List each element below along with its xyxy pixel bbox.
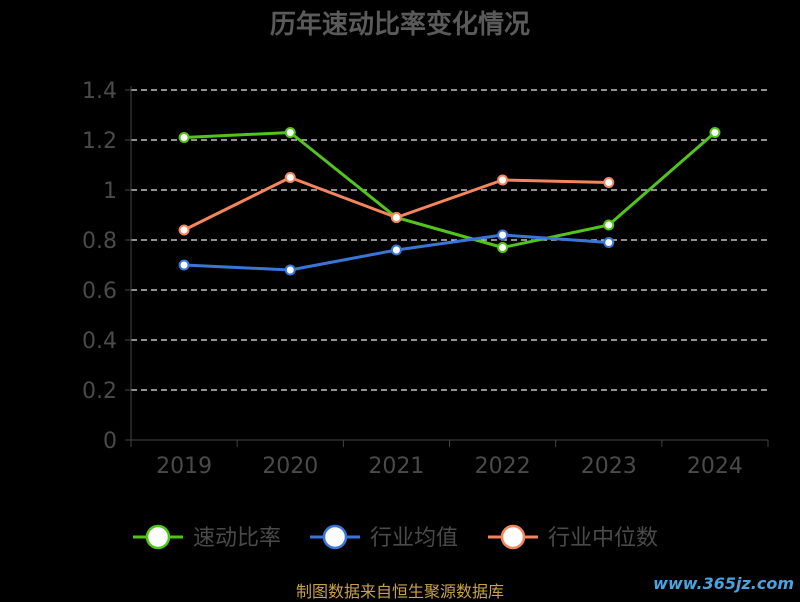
legend-item-1[interactable]: 速动比率 [133, 524, 281, 551]
watermark: www.365jz.com [653, 574, 794, 593]
y-tick-label: 0.4 [82, 329, 117, 354]
y-tick-label: 0 [103, 429, 117, 454]
legend-item-3[interactable]: 行业中位数 [488, 524, 658, 551]
series-1 [178, 127, 721, 253]
x-tick-label: 2021 [368, 454, 424, 479]
data-point[interactable] [178, 259, 190, 271]
data-point[interactable] [709, 127, 721, 138]
x-tick-label: 2020 [262, 454, 318, 479]
chart-title: 历年速动比率变化情况 [269, 10, 530, 40]
data-point[interactable] [284, 264, 296, 276]
data-point[interactable] [390, 212, 402, 223]
data-point[interactable] [603, 237, 615, 248]
y-tick-label: 0.2 [82, 379, 117, 404]
legend-item-2[interactable]: 行业均值 [310, 524, 458, 551]
data-point[interactable] [390, 244, 402, 256]
data-point[interactable] [178, 132, 190, 143]
x-tick-label: 2024 [687, 454, 743, 479]
y-tick-label: 1.4 [82, 79, 117, 104]
legend-marker [500, 524, 526, 550]
grid-lines [131, 89, 768, 391]
legend-label: 速动比率 [193, 526, 281, 551]
data-point[interactable] [497, 229, 509, 241]
axes: 0 0.2 0.4 0.6 0.8 1 1.2 1.4 2019 2020 2021 2022 2023… [82, 79, 769, 479]
x-tick-label: 2019 [156, 454, 212, 479]
data-point[interactable] [603, 219, 615, 231]
legend[interactable]: 速动比率 行业均值 行业中位数 [133, 524, 658, 551]
data-point[interactable] [284, 127, 296, 138]
source-note: 制图数据来自恒生聚源数据库 [295, 582, 504, 601]
series-lines [178, 127, 721, 276]
legend-marker [322, 524, 348, 550]
legend-label: 行业均值 [370, 526, 458, 551]
series-3 [178, 172, 615, 236]
legend-label: 行业中位数 [548, 526, 658, 551]
data-point[interactable] [603, 177, 615, 188]
x-tick-label: 2022 [475, 454, 531, 479]
y-tick-label: 1 [103, 179, 117, 204]
y-tick-label: 1.2 [82, 129, 117, 154]
data-point[interactable] [497, 174, 509, 186]
data-point[interactable] [497, 242, 509, 253]
legend-marker [145, 524, 171, 550]
x-tick-label: 2023 [581, 454, 637, 479]
y-tick-label: 0.6 [82, 279, 117, 304]
data-point[interactable] [178, 224, 190, 236]
series-2 [178, 229, 615, 276]
series-line [184, 131, 716, 249]
y-tick-label: 0.8 [82, 229, 117, 254]
data-point[interactable] [284, 172, 296, 183]
